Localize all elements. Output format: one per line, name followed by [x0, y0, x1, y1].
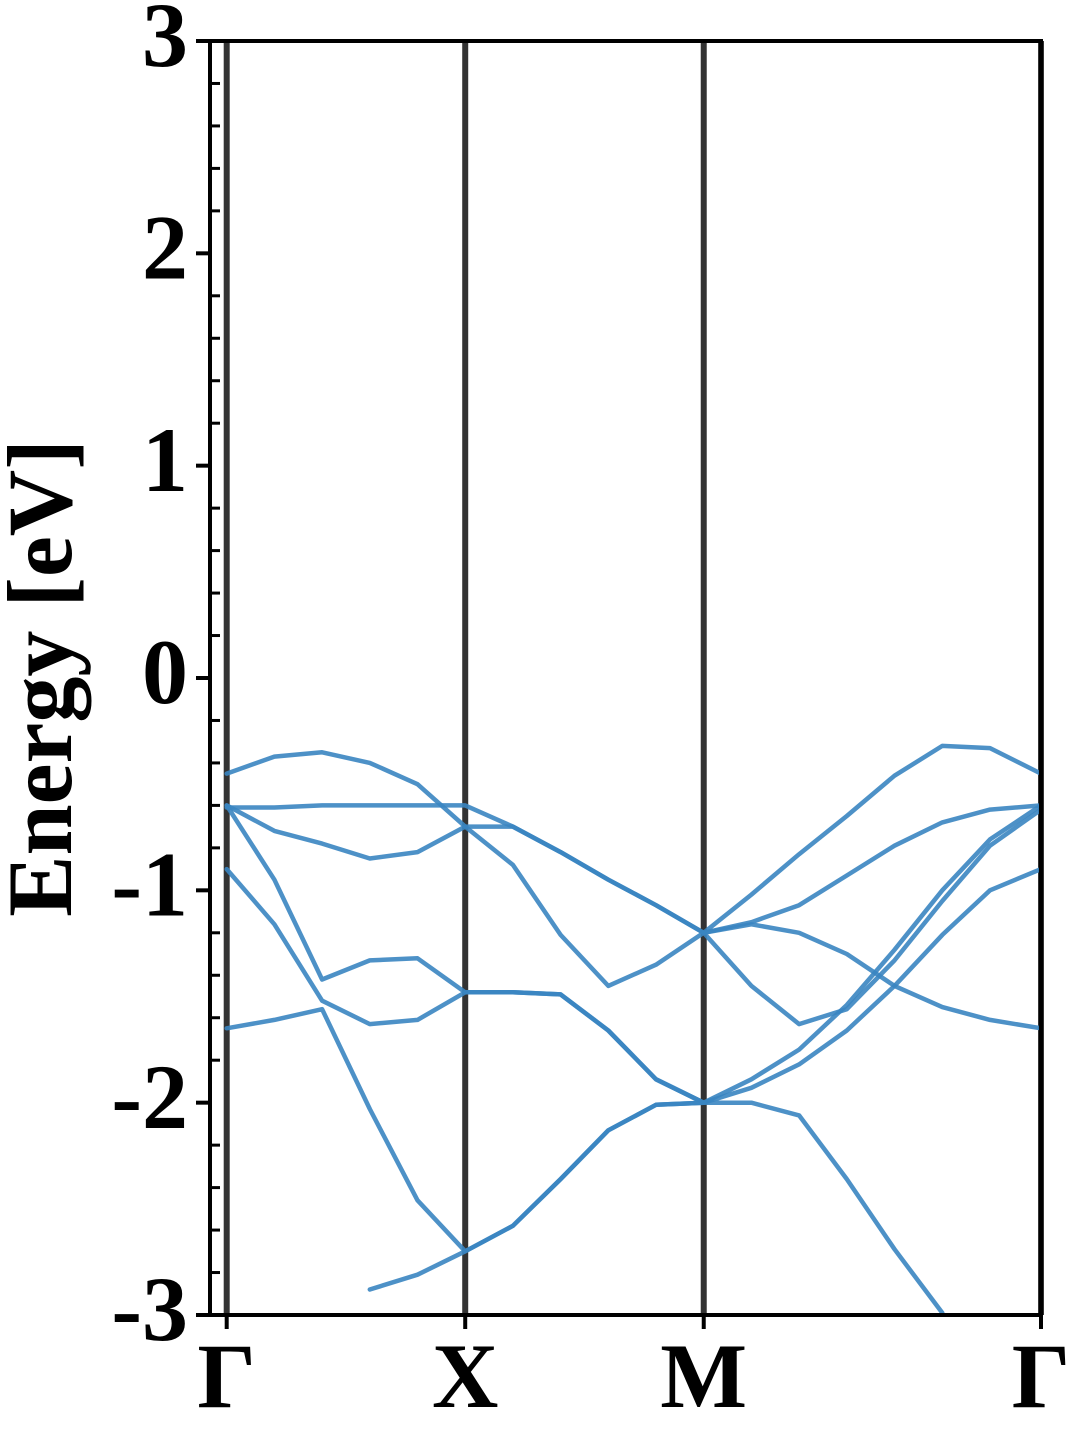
- x-tick-label: X: [432, 1325, 498, 1427]
- band-line: [367, 1100, 706, 1292]
- bands-layer: [224, 743, 1041, 1315]
- y-tick-label: 0: [142, 621, 188, 723]
- x-tick-label: Γ: [197, 1325, 256, 1427]
- y-tick-label: -3: [111, 1258, 188, 1360]
- band-line: [224, 1006, 945, 1315]
- y-tick-label: 2: [142, 196, 188, 298]
- y-tick-label: -2: [111, 1046, 188, 1148]
- y-tick-label: 3: [142, 0, 188, 86]
- y-tick-label: -1: [111, 833, 188, 935]
- x-tick-label: Γ: [1012, 1325, 1071, 1427]
- band-line: [224, 803, 1041, 1027]
- band-line: [224, 866, 1041, 1105]
- plot-frame: [208, 39, 1043, 1317]
- y-axis-label: Energy [eV]: [0, 439, 91, 917]
- y-tick-label: 1: [142, 409, 188, 511]
- grid-layer: [223, 41, 1044, 1315]
- x-tick-label: M: [660, 1325, 747, 1427]
- band-line: [701, 922, 1041, 1031]
- band-line: [224, 803, 1041, 936]
- band-line: [224, 743, 1041, 936]
